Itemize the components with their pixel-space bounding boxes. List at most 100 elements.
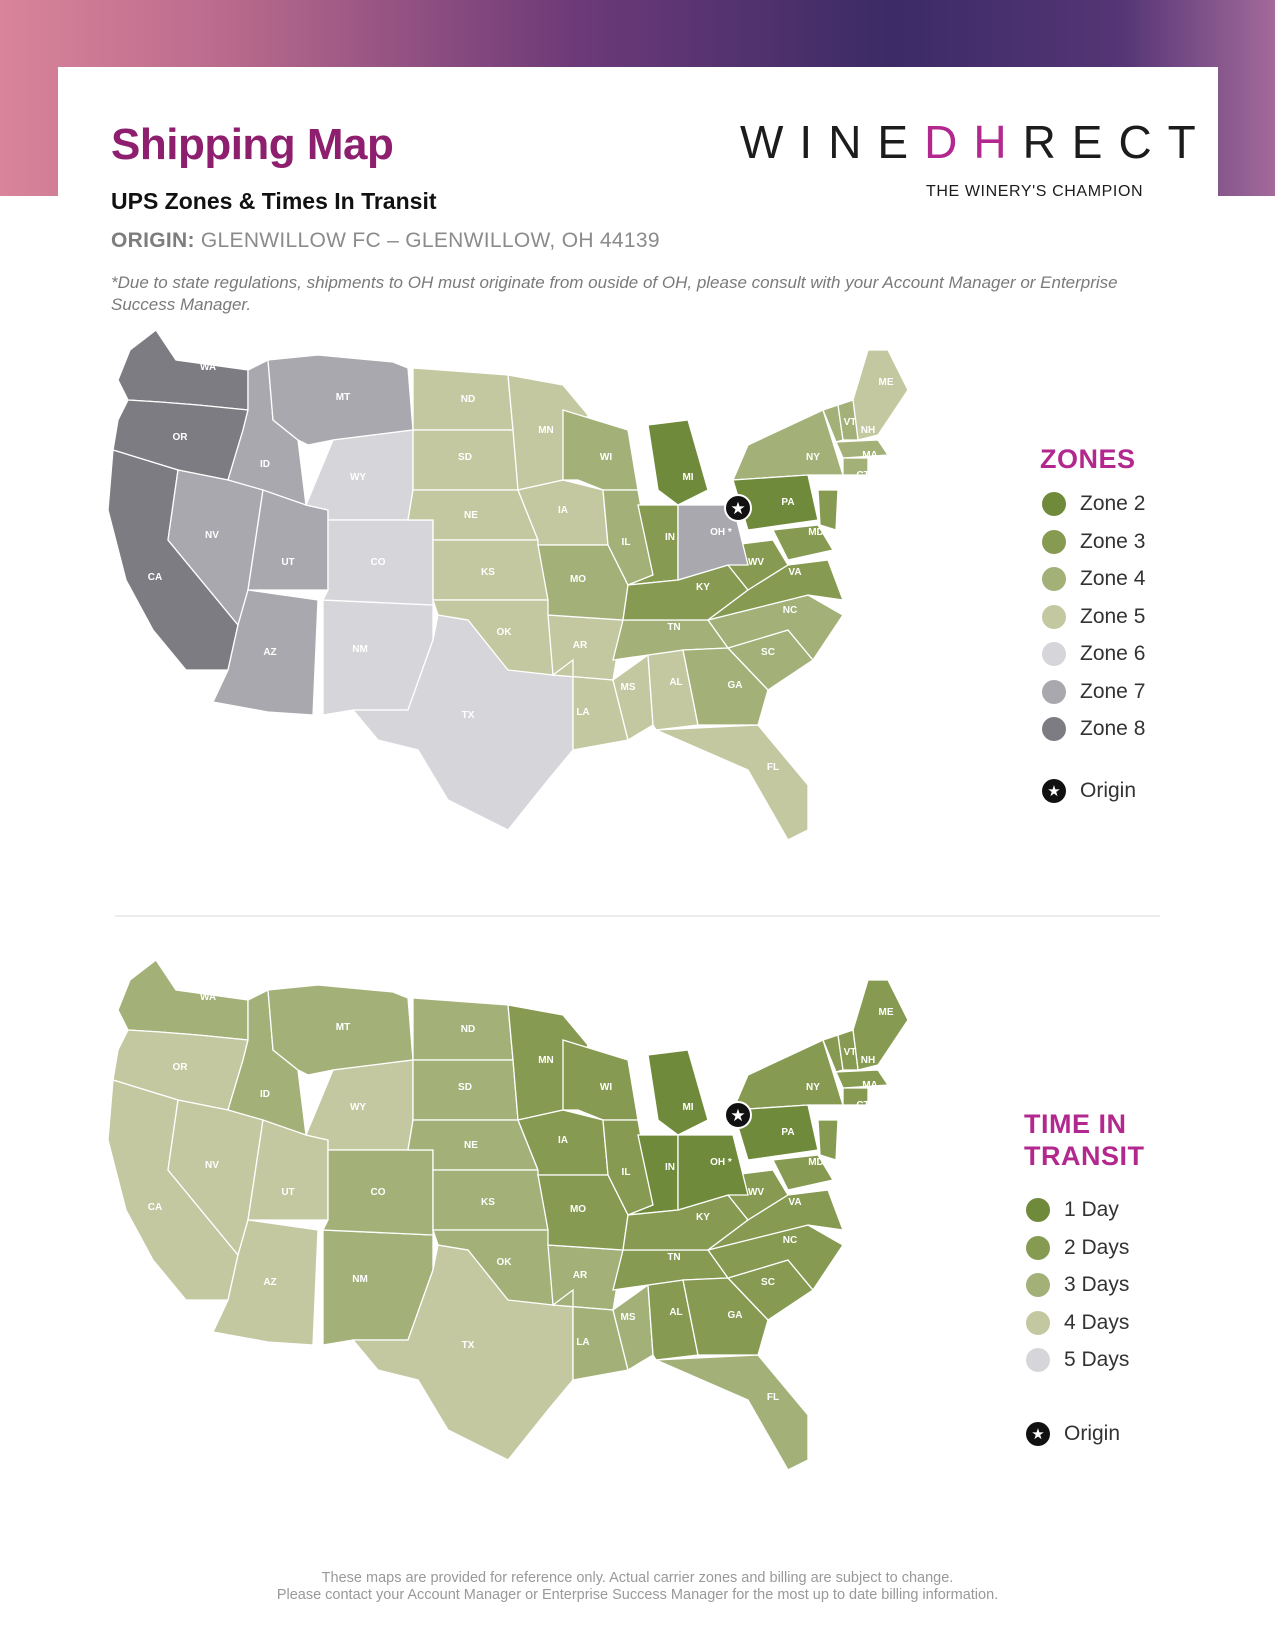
state-label-wa: WA — [200, 992, 216, 1003]
state-ct — [842, 1087, 869, 1106]
transit-legend-label: 5 Days — [1064, 1348, 1130, 1371]
footer-line-2: Please contact your Account Manager or E… — [276, 1587, 999, 1603]
state-label-nm: NM — [352, 644, 368, 655]
state-label-oh: OH * — [710, 527, 732, 538]
state-label-ms: MS — [621, 1312, 636, 1323]
origin-label: ORIGIN: — [111, 229, 195, 252]
svg-text:★: ★ — [730, 499, 745, 519]
state-label-mn: MN — [538, 1055, 554, 1066]
state-label-ky: KY — [696, 1212, 710, 1223]
state-label-co: CO — [371, 557, 386, 568]
disclaimer-text: *Due to state regulations, shipments to … — [111, 273, 1118, 314]
state-wi — [562, 1039, 639, 1121]
state-wi — [562, 409, 639, 491]
state-label-nj: NJ — [837, 497, 850, 508]
state-label-or: OR — [173, 1062, 189, 1073]
state-az — [212, 589, 319, 716]
transit-legend-swatch — [1026, 1310, 1050, 1335]
state-la — [551, 1288, 629, 1381]
state-la — [551, 658, 629, 751]
state-nh — [837, 399, 859, 441]
state-label-wa: WA — [200, 362, 216, 373]
state-label-ca: CA — [148, 572, 162, 583]
logo-word-accent: DH — [924, 116, 1023, 168]
section-divider — [115, 915, 1160, 917]
state-label-nm: NM — [352, 1274, 368, 1285]
zones-legend-swatch — [1042, 604, 1066, 629]
state-label-tn: TN — [667, 622, 680, 633]
state-label-ma: MA — [862, 1080, 878, 1091]
svg-text:★: ★ — [730, 1106, 745, 1126]
state-ny — [731, 1039, 844, 1111]
state-label-in: IN — [665, 532, 675, 543]
state-az — [212, 1219, 319, 1346]
state-label-pa: PA — [781, 1127, 794, 1138]
zones-legend-label: Zone 2 — [1080, 492, 1146, 515]
transit-map: WA OR CA ID NV UT AZ MT NM WY CO TX ND SD NE KS OK MN IA AR… — [108, 960, 909, 1471]
zones-legend-label: Zone 4 — [1080, 567, 1146, 590]
state-mi — [647, 419, 709, 506]
state-label-ar: AR — [573, 640, 588, 651]
state-label-il: IL — [622, 537, 631, 548]
state-label-ok: OK — [497, 1257, 513, 1268]
state-label-mi: MI — [682, 472, 693, 483]
logo-word-right: RECT — [1022, 116, 1212, 168]
state-label-ut: UT — [281, 1187, 294, 1198]
state-label-nc: NC — [783, 1235, 797, 1246]
origin-line: ORIGIN: GLENWILLOW FC – GLENWILLOW, OH 4… — [111, 229, 660, 253]
state-label-md: MD — [808, 1157, 824, 1168]
state-label-nd: ND — [461, 394, 475, 405]
winedirect-logo: WINEDHRECT — [740, 115, 1212, 169]
origin-value: GLENWILLOW FC – GLENWILLOW, OH 44139 — [200, 229, 660, 252]
state-label-ma: MA — [862, 450, 878, 461]
zones-legend-swatch — [1042, 492, 1066, 516]
state-fl — [655, 724, 809, 841]
zones-legend-label: Zone 3 — [1080, 529, 1146, 553]
state-label-wy: WY — [350, 472, 366, 483]
state-label-wy: WY — [350, 1102, 366, 1113]
page-subtitle: UPS Zones & Times In Transit — [111, 188, 437, 214]
zones-legend-origin: ★ Origin — [1042, 779, 1136, 803]
zones-legend-swatch — [1042, 567, 1066, 591]
state-va — [707, 559, 844, 621]
state-label-ct: CT — [856, 1100, 869, 1111]
state-label-tx: TX — [462, 710, 475, 721]
state-label-mn: MN — [538, 425, 554, 436]
state-label-va: VA — [788, 1197, 801, 1208]
state-fl — [655, 1354, 809, 1471]
state-label-ok: OK — [497, 627, 513, 638]
zones-legend-label: Zone 7 — [1080, 679, 1146, 703]
state-label-sd: SD — [458, 452, 472, 463]
state-label-va: VA — [788, 567, 801, 578]
state-label-sc: SC — [761, 1277, 775, 1288]
state-label-nc: NC — [783, 605, 797, 616]
state-label-nh: NH — [861, 1055, 875, 1066]
state-ma — [835, 1069, 890, 1089]
state-label-mt: MT — [336, 392, 350, 403]
footer-note: These maps are provided for reference on… — [0, 1570, 1275, 1604]
transit-legend-label: 4 Days — [1064, 1310, 1130, 1334]
state-label-ar: AR — [573, 1270, 588, 1281]
state-label-ny: NY — [806, 1082, 820, 1093]
state-label-ia: IA — [558, 1135, 568, 1146]
state-label-al: AL — [669, 677, 682, 688]
zones-legend-label: Zone 8 — [1080, 717, 1146, 740]
state-label-co: CO — [371, 1187, 386, 1198]
state-label-ct: CT — [856, 470, 869, 481]
state-label-tn: TN — [667, 1252, 680, 1263]
state-pa — [732, 1104, 819, 1161]
footer-line-1: These maps are provided for reference on… — [321, 1570, 954, 1586]
logo-tagline: THE WINERY'S CHAMPION — [926, 183, 1144, 200]
logo-word-left: WINE — [740, 116, 925, 168]
zones-legend-swatch — [1042, 529, 1066, 554]
state-label-or: OR — [173, 432, 189, 443]
zones-map: WA OR CA ID NV UT AZ MT NM WY CO TX ND SD NE KS OK MN IA AR… — [108, 330, 909, 841]
transit-legend-swatch — [1026, 1348, 1050, 1372]
state-md — [772, 1154, 835, 1191]
transit-legend-title-line2: TRANSIT — [1024, 1141, 1145, 1171]
origin-star-icon: ★ — [1042, 779, 1066, 803]
state-label-nv: NV — [205, 1160, 219, 1171]
zones-legend-swatch — [1042, 679, 1066, 704]
transit-legend-label: 2 Days — [1064, 1235, 1130, 1259]
state-oh — [677, 1134, 749, 1211]
